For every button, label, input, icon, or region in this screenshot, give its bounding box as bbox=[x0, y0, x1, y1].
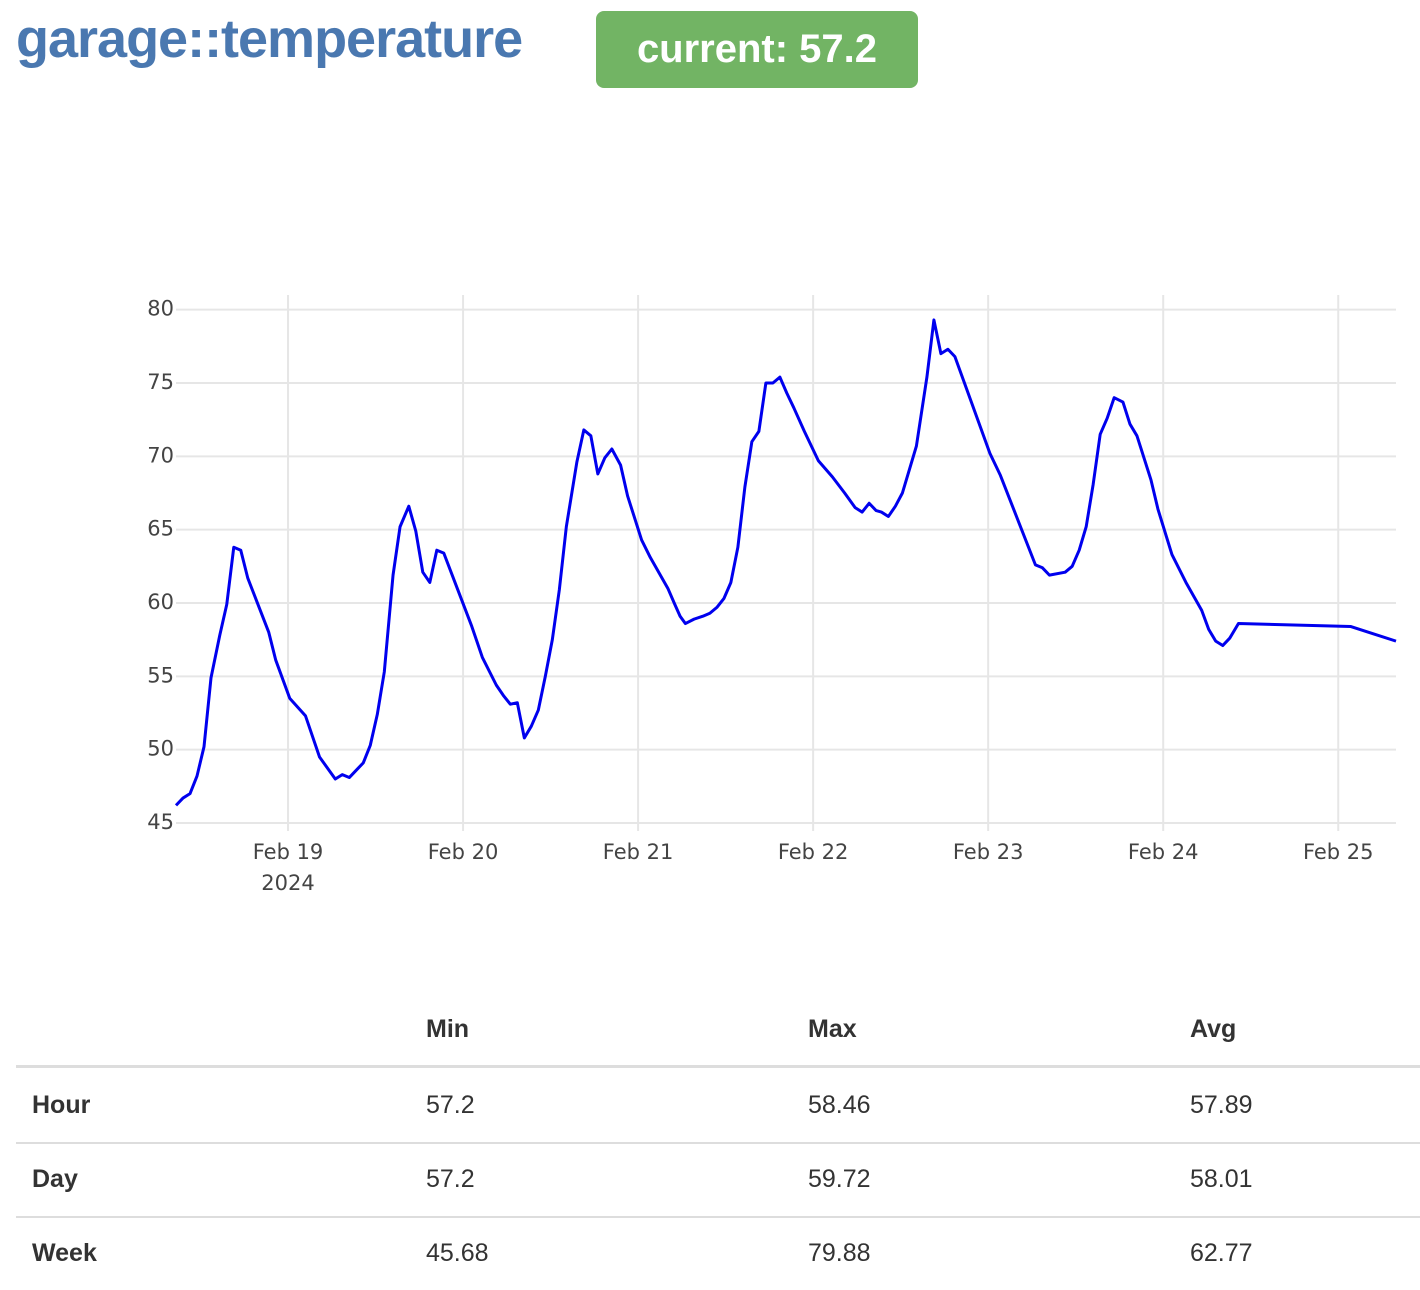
x-tick-label: Feb 20 bbox=[427, 840, 499, 864]
temperature-line bbox=[174, 318, 1397, 807]
x-tick-label: Feb 19 2024 bbox=[252, 840, 324, 895]
chart: 45 50 55 60 65 70 75 80 bbox=[147, 295, 1397, 834]
y-tick-label: 60 bbox=[147, 590, 174, 614]
table-cell: 58.46 bbox=[808, 1091, 871, 1119]
y-tick-label: 80 bbox=[147, 297, 174, 321]
table-cell: 62.77 bbox=[1190, 1239, 1253, 1267]
row-header: Week bbox=[32, 1239, 97, 1267]
row-header: Day bbox=[32, 1165, 78, 1193]
page-title: garage::temperature bbox=[16, 9, 523, 69]
x-tick-label: Feb 22 bbox=[777, 840, 849, 864]
column-header: Min bbox=[426, 1015, 470, 1043]
x-tick-label: Feb 23 bbox=[952, 840, 1024, 864]
header-rule bbox=[16, 1065, 1420, 1068]
x-tick-label: Feb 24 bbox=[1127, 840, 1199, 864]
y-tick-label: 50 bbox=[147, 737, 174, 761]
x-tick-label: Feb 21 bbox=[602, 840, 674, 864]
x-tick-label: Feb 25 bbox=[1302, 840, 1374, 864]
table-cell: 57.2 bbox=[426, 1165, 475, 1193]
current-badge: current: 57.2 bbox=[596, 11, 918, 88]
row-rule bbox=[16, 1142, 1420, 1144]
table-cell: 79.88 bbox=[808, 1239, 871, 1267]
y-tick-label: 75 bbox=[147, 370, 174, 394]
table-cell: 57.2 bbox=[426, 1091, 475, 1119]
table-cell: 57.89 bbox=[1190, 1091, 1253, 1119]
row-rule bbox=[16, 1216, 1420, 1218]
y-tick-label: 55 bbox=[147, 663, 174, 687]
y-tick-label: 45 bbox=[147, 810, 174, 834]
y-tick-label: 65 bbox=[147, 517, 174, 541]
table-cell: 59.72 bbox=[808, 1165, 871, 1193]
column-header: Max bbox=[808, 1015, 857, 1043]
table-cell: 58.01 bbox=[1190, 1165, 1253, 1193]
row-header: Hour bbox=[32, 1091, 91, 1119]
y-tick-label: 70 bbox=[147, 443, 174, 467]
column-header: Avg bbox=[1190, 1015, 1237, 1043]
table-cell: 45.68 bbox=[426, 1239, 489, 1267]
